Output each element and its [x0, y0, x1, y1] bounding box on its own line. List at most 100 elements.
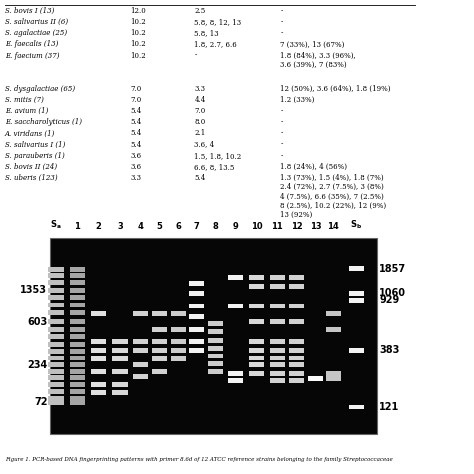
Text: 8: 8: [212, 221, 218, 230]
Bar: [249, 303, 264, 309]
Bar: [270, 303, 285, 309]
Text: 3: 3: [117, 221, 123, 230]
Bar: [228, 275, 243, 280]
Bar: [152, 369, 167, 374]
Text: S. salivarius II (6): S. salivarius II (6): [5, 18, 68, 26]
Bar: [228, 371, 243, 376]
Text: 6.6, 8, 13.5: 6.6, 8, 13.5: [194, 163, 235, 171]
Bar: [112, 382, 128, 387]
Bar: [112, 369, 128, 374]
Bar: [289, 275, 304, 280]
Text: 5.4: 5.4: [130, 118, 142, 127]
Bar: [189, 339, 204, 344]
Bar: [289, 347, 304, 353]
Text: 383: 383: [379, 345, 400, 355]
Bar: [48, 400, 64, 404]
Text: 1.8 (84%), 3.3 (96%),
3.6 (39%), 7 (83%): 1.8 (84%), 3.3 (96%), 3.6 (39%), 7 (83%): [280, 52, 356, 69]
Bar: [152, 327, 167, 332]
Text: 11: 11: [272, 221, 283, 230]
Bar: [48, 369, 64, 374]
Text: S. dysgalactiae (65): S. dysgalactiae (65): [5, 85, 75, 93]
Text: 5.4: 5.4: [194, 174, 206, 182]
Bar: [349, 347, 364, 353]
Bar: [70, 273, 85, 278]
Bar: [133, 347, 148, 353]
Text: 72: 72: [34, 397, 47, 407]
Bar: [70, 295, 85, 300]
Bar: [50, 238, 377, 434]
Bar: [91, 311, 106, 316]
Bar: [48, 280, 64, 285]
Bar: [249, 347, 264, 353]
Text: E. avium (1): E. avium (1): [5, 107, 48, 115]
Text: A. viridans (1): A. viridans (1): [5, 129, 55, 137]
Text: E. faecalis (13): E. faecalis (13): [5, 40, 58, 48]
Bar: [48, 319, 64, 324]
Text: 3.3: 3.3: [130, 174, 141, 182]
Bar: [289, 363, 304, 367]
Text: 9: 9: [233, 221, 238, 230]
Bar: [270, 339, 285, 344]
Bar: [133, 363, 148, 367]
Text: S. uberis (123): S. uberis (123): [5, 174, 57, 182]
Bar: [48, 356, 64, 360]
Text: 1.2 (33%): 1.2 (33%): [280, 96, 315, 104]
Text: 7: 7: [194, 221, 200, 230]
Text: 12.0: 12.0: [130, 7, 146, 15]
Text: 10.2: 10.2: [130, 40, 146, 48]
Bar: [208, 354, 223, 358]
Text: S. bovis II (24): S. bovis II (24): [5, 163, 57, 171]
Bar: [70, 400, 85, 404]
Bar: [289, 371, 304, 376]
Bar: [48, 363, 64, 367]
Bar: [249, 356, 264, 360]
Bar: [189, 347, 204, 353]
Text: $\mathbf{S_a}$: $\mathbf{S_a}$: [50, 218, 62, 230]
Text: 1.5, 1.8, 10.2: 1.5, 1.8, 10.2: [194, 152, 242, 160]
Bar: [91, 347, 106, 353]
Text: Figure 1. PCR-based DNA fingerprinting patterns with primer 8.6d of 12 ATCC refe: Figure 1. PCR-based DNA fingerprinting p…: [5, 457, 392, 463]
Bar: [326, 311, 341, 316]
Bar: [270, 378, 285, 383]
Bar: [249, 284, 264, 289]
Text: 5: 5: [157, 221, 163, 230]
Bar: [48, 382, 64, 387]
Bar: [70, 363, 85, 367]
Bar: [270, 275, 285, 280]
Bar: [48, 302, 64, 308]
Bar: [133, 339, 148, 344]
Bar: [70, 349, 85, 354]
Bar: [326, 327, 341, 332]
Bar: [91, 369, 106, 374]
Text: 5.4: 5.4: [130, 129, 142, 137]
Bar: [171, 311, 186, 316]
Bar: [270, 347, 285, 353]
Text: 12 (50%), 3.6 (64%), 1.8 (19%): 12 (50%), 3.6 (64%), 1.8 (19%): [280, 85, 391, 93]
Text: S. salivarius I (1): S. salivarius I (1): [5, 141, 65, 149]
Text: 10.2: 10.2: [130, 29, 146, 37]
Text: 3.3: 3.3: [194, 85, 205, 93]
Text: 1857: 1857: [379, 264, 406, 274]
Bar: [48, 310, 64, 315]
Bar: [70, 310, 85, 315]
Bar: [48, 389, 64, 394]
Bar: [171, 327, 186, 332]
Text: 6: 6: [175, 221, 181, 230]
Bar: [326, 371, 341, 376]
Text: S. parauberis (1): S. parauberis (1): [5, 152, 64, 160]
Text: 1.8 (24%), 4 (56%): 1.8 (24%), 4 (56%): [280, 163, 347, 171]
Text: 234: 234: [27, 360, 47, 370]
Text: 3.6: 3.6: [130, 152, 142, 160]
Bar: [70, 302, 85, 308]
Bar: [91, 382, 106, 387]
Bar: [48, 375, 64, 380]
Bar: [189, 303, 204, 309]
Text: E. saccharolyticus (1): E. saccharolyticus (1): [5, 118, 82, 127]
Text: 4: 4: [137, 221, 143, 230]
Text: 929: 929: [379, 295, 400, 305]
Bar: [152, 339, 167, 344]
Bar: [152, 311, 167, 316]
Bar: [289, 378, 304, 383]
Bar: [249, 371, 264, 376]
Bar: [70, 382, 85, 387]
